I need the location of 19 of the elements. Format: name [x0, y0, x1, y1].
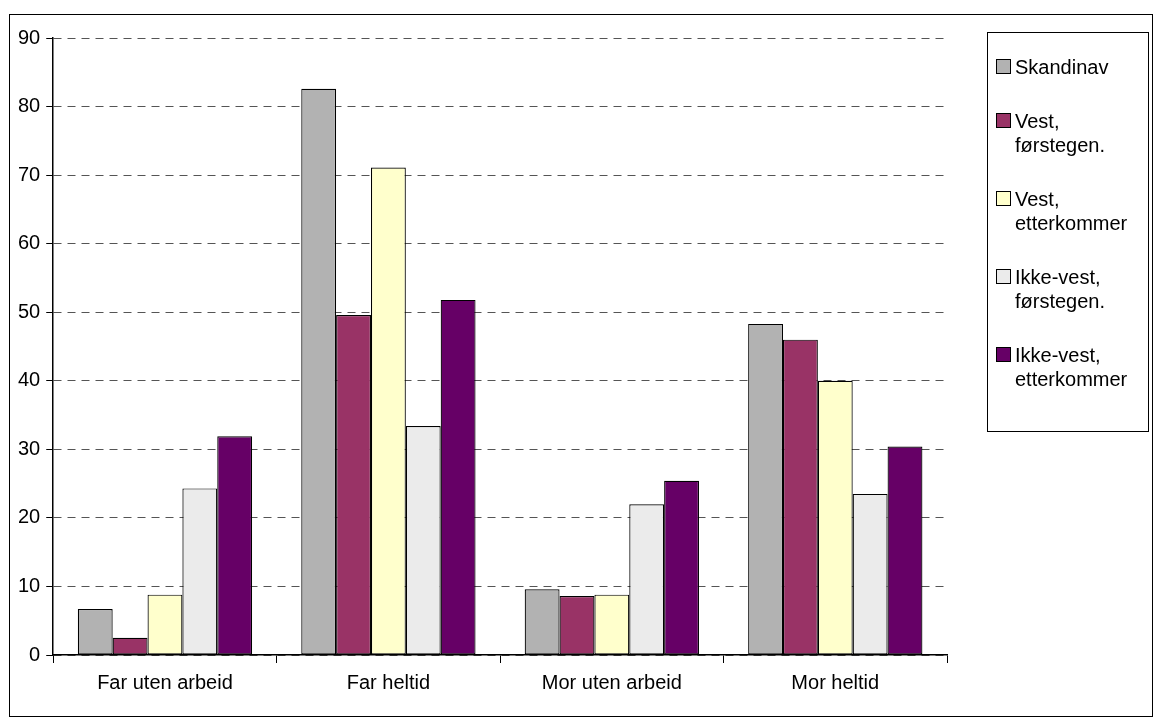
legend-label: Vest, førstegen. — [1015, 109, 1107, 157]
y-tick-label: 40 — [18, 368, 41, 391]
x-tick-label: Mor uten arbeid — [541, 670, 682, 693]
y-tick-label: 30 — [18, 436, 41, 459]
y-tick-label: 70 — [18, 162, 41, 185]
y-tick-label: 50 — [18, 299, 41, 322]
legend-label: Ikke-vest, førstegen. — [1015, 265, 1107, 313]
x-tick-label: Far uten arbeid — [97, 670, 233, 693]
y-tick-label: 0 — [29, 642, 41, 665]
y-tick-label: 90 — [18, 25, 41, 48]
x-tick-label: Mor heltid — [791, 670, 880, 693]
legend-label: Skandinav — [1015, 55, 1110, 79]
x-tick-label: Far heltid — [346, 670, 431, 693]
legend-label: Vest, etterkommer — [1015, 187, 1129, 235]
y-tick-label: 10 — [18, 573, 41, 596]
y-tick-label: 20 — [18, 505, 41, 528]
y-tick-label: 80 — [18, 94, 41, 117]
legend-label: Ikke-vest, etterkommer — [1015, 343, 1129, 391]
y-tick-label: 60 — [18, 231, 41, 254]
